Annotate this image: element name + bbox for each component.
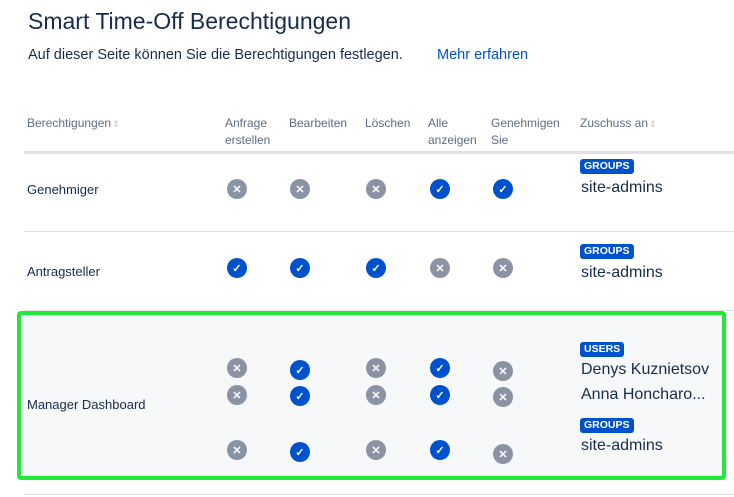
check-circle-icon: ✓ [430, 358, 450, 378]
header-label: Sie [491, 133, 509, 147]
grant-type-badge: USERS [580, 342, 625, 357]
header-permissions[interactable]: Berechtigungen⇕ [27, 115, 120, 133]
grant-entry: site-admins [581, 437, 663, 454]
header-delete: Löschen [365, 116, 411, 130]
check-circle-icon: ✓ [430, 385, 450, 405]
role-name: Manager Dashboard [27, 397, 146, 412]
cross-circle-icon: ✕ [493, 387, 513, 407]
check-circle-icon: ✓ [227, 258, 247, 278]
header-label: anzeigen [428, 133, 477, 147]
header-edit: Bearbeiten [289, 116, 348, 130]
header-label: Alle [428, 116, 449, 130]
row-divider [24, 494, 734, 495]
header-create: Anfrage erstellen [225, 115, 270, 149]
row-divider [24, 310, 734, 311]
grant-type-badge: GROUPS [580, 159, 634, 174]
check-circle-icon: ✓ [366, 258, 386, 278]
cross-circle-icon: ✕ [366, 440, 386, 460]
cross-circle-icon: ✕ [227, 440, 247, 460]
check-circle-icon: ✓ [493, 179, 513, 199]
cross-circle-icon: ✕ [430, 258, 450, 278]
header-approve: Genehmigen Sie [491, 115, 560, 149]
header-label: Genehmigen [491, 116, 560, 130]
check-circle-icon: ✓ [430, 440, 450, 460]
cross-circle-icon: ✕ [290, 179, 310, 199]
header-label: erstellen [225, 133, 271, 147]
row-divider [24, 231, 734, 232]
cross-circle-icon: ✕ [366, 358, 386, 378]
cross-circle-icon: ✕ [493, 258, 513, 278]
grant-type-badge: GROUPS [580, 244, 634, 259]
cross-circle-icon: ✕ [366, 385, 386, 405]
sort-icon[interactable]: ⇕ [649, 119, 657, 129]
check-circle-icon: ✓ [290, 386, 310, 406]
grant-entry: Denys Kuznietsov [581, 361, 710, 378]
cross-circle-icon: ✕ [227, 179, 247, 199]
header-view-all: Alle anzeigen [428, 115, 477, 149]
cross-circle-icon: ✕ [493, 361, 513, 381]
cross-circle-icon: ✕ [493, 444, 513, 464]
grant-entry: site-admins [581, 179, 663, 196]
header-grant[interactable]: Zuschuss an⇕ [580, 115, 657, 133]
sort-icon[interactable]: ⇕ [112, 119, 120, 129]
check-circle-icon: ✓ [290, 442, 310, 462]
learn-more-link[interactable]: Mehr erfahren [437, 47, 529, 63]
header-divider [24, 151, 734, 154]
check-circle-icon: ✓ [290, 360, 310, 380]
page-title: Smart Time-Off Berechtigungen [28, 8, 351, 34]
cross-circle-icon: ✕ [227, 385, 247, 405]
check-circle-icon: ✓ [430, 179, 450, 199]
grant-entry: site-admins [581, 264, 663, 281]
check-circle-icon: ✓ [290, 258, 310, 278]
role-name: Antragsteller [27, 264, 100, 279]
role-name: Genehmiger [27, 182, 99, 197]
header-label: Berechtigungen [27, 116, 112, 130]
header-label: Zuschuss an [580, 116, 649, 130]
grant-type-badge: GROUPS [580, 418, 634, 433]
grant-entry: Anna Honcharo... [581, 386, 706, 403]
header-label: Anfrage [225, 116, 268, 130]
cross-circle-icon: ✕ [366, 179, 386, 199]
page-subtitle: Auf dieser Seite können Sie die Berechti… [28, 47, 403, 63]
cross-circle-icon: ✕ [227, 358, 247, 378]
